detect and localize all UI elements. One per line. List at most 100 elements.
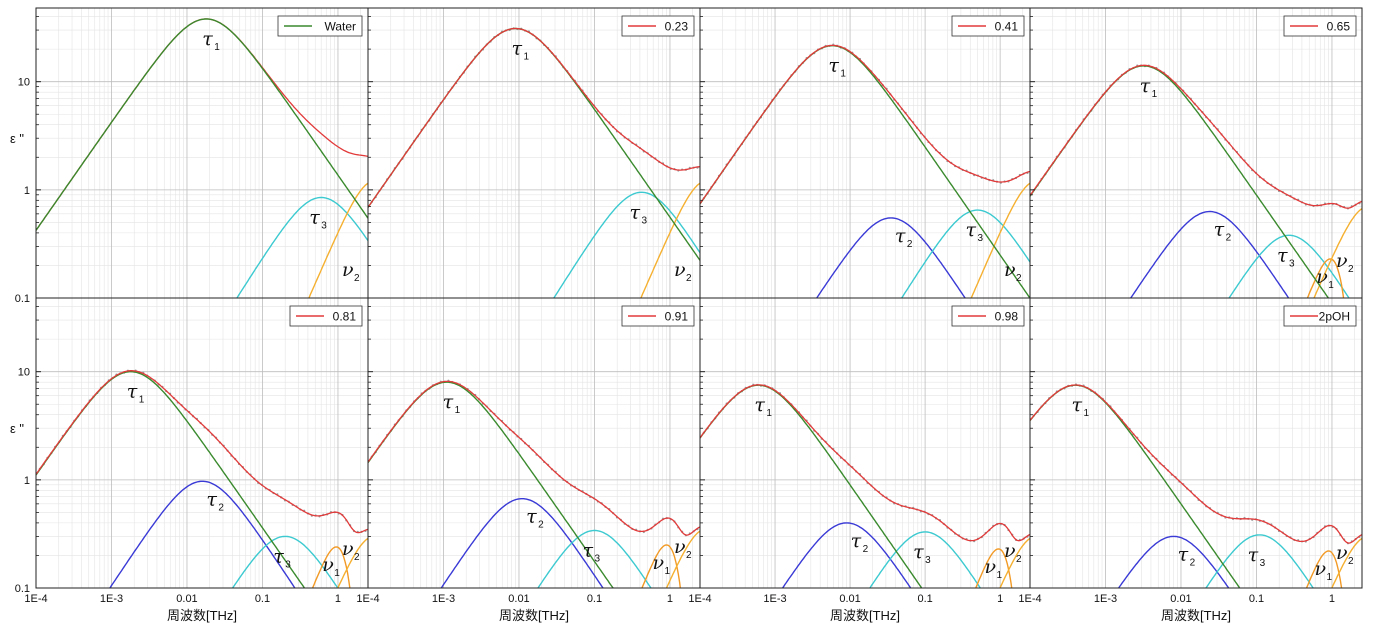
tau1-label: τ [512, 38, 523, 60]
panel-7: 0.98τ 1τ 2 τ 3 ν 1ν 2 [699, 297, 1031, 589]
x-axis-label: 周波数[THz] [499, 608, 569, 623]
curves [36, 18, 368, 298]
tau2-label: τ [1214, 219, 1225, 241]
legend: 0.23 [621, 15, 695, 37]
legend-label: 0.23 [665, 20, 689, 34]
nu2-label: ν [1336, 542, 1348, 564]
nu2-label-subscript: 2 [354, 273, 360, 284]
nu2-label: ν [1336, 250, 1348, 272]
tau2-curve [1129, 210, 1290, 298]
tau1-label-subscript: 1 [1083, 408, 1089, 419]
curves [1030, 64, 1362, 298]
nu1-label: ν [653, 552, 665, 574]
panel-6: 0.91τ 1τ 2τ 3 ν 1ν 2 [367, 297, 701, 589]
tau3-label: τ [913, 541, 924, 563]
tau3-curve [869, 531, 982, 588]
panel-4: 0.65τ 1τ 2τ 3ν 1ν 2 [1029, 7, 1363, 299]
legend-label: Water [324, 20, 356, 34]
x-tick-label: 1 [335, 593, 341, 605]
curves [368, 27, 700, 298]
x-axis-label: 周波数[THz] [830, 608, 900, 623]
nu2-label: ν [342, 538, 354, 560]
tau2-curve [781, 522, 912, 588]
plot-area [36, 8, 368, 298]
x-tick-label: 0.1 [1249, 593, 1264, 605]
y-tick-label: 0.1 [15, 583, 30, 595]
tau2-curve [1117, 535, 1230, 588]
curves [700, 383, 1030, 588]
tau3-curve [231, 535, 339, 588]
legend-box [621, 15, 695, 37]
tau2-label: τ [1178, 543, 1189, 565]
x-tick-label: 1E-4 [688, 593, 711, 605]
nu2-curve [640, 182, 700, 298]
nu1-label-subscript: 1 [334, 568, 340, 579]
legend-box [951, 15, 1025, 37]
x-tick-label: 1E-3 [1094, 593, 1117, 605]
panel-5: 0.81τ 1τ 2τ 3 ν 1ν 2 [35, 297, 369, 589]
tau3-label-subscript: 3 [285, 559, 291, 570]
tau1-label: τ [1140, 75, 1151, 97]
nu2-curve [308, 182, 368, 298]
x-tick-label: 0.01 [508, 593, 529, 605]
tau1-label: τ [754, 394, 765, 416]
tau1-label-subscript: 1 [840, 69, 846, 80]
legend: 0.81 [289, 305, 363, 327]
tau3-label-subscript: 3 [321, 220, 327, 231]
legend-label: 0.65 [1327, 20, 1351, 34]
legend-box [951, 305, 1025, 327]
tau1-label-subscript: 1 [139, 395, 145, 406]
y-tick-label: 1 [24, 475, 30, 487]
legend-label: 0.41 [995, 20, 1019, 34]
tau1-label-subscript: 1 [766, 408, 772, 419]
legend: Water [277, 15, 363, 37]
tau3-label-subscript: 3 [1289, 258, 1295, 269]
tau1-label-subscript: 1 [1152, 89, 1158, 100]
legend-box [1283, 15, 1357, 37]
x-tick-label: 1E-3 [763, 593, 786, 605]
tau3-curve [1228, 234, 1350, 298]
legend: 0.91 [621, 305, 695, 327]
nu2-label: ν [674, 259, 686, 281]
x-tick-label: 0.1 [917, 593, 932, 605]
nu1-label: ν [322, 554, 334, 576]
x-axis-label: 周波数[THz] [1161, 608, 1231, 623]
tau1-label: τ [1071, 394, 1082, 416]
legend-box [1283, 305, 1357, 327]
x-tick-label: 1E-4 [356, 593, 379, 605]
nu2-label-subscript: 2 [686, 273, 692, 284]
legend-label: 2pOH [1319, 310, 1350, 324]
tau2-label-subscript: 2 [538, 520, 544, 531]
tau1-label: τ [828, 55, 839, 77]
nu2-label: ν [674, 536, 686, 558]
tau1-label: τ [127, 381, 138, 403]
legend-label: 0.91 [665, 310, 689, 324]
nu1-label-subscript: 1 [665, 566, 671, 577]
tau2-label: τ [526, 506, 537, 528]
nu2-label-subscript: 2 [354, 552, 360, 563]
legend: 0.41 [951, 15, 1025, 37]
nu1-label-subscript: 1 [1328, 280, 1334, 291]
legend-label: 0.81 [333, 310, 357, 324]
x-tick-label: 1 [1329, 593, 1335, 605]
nu2-label-subscript: 2 [1016, 273, 1022, 284]
total-fit-curve [1030, 384, 1362, 544]
tau3-curve [537, 529, 652, 588]
nu1-label: ν [1316, 266, 1328, 288]
plot-area [1030, 298, 1362, 588]
x-tick-label: 1E-3 [432, 593, 455, 605]
curves [36, 369, 368, 588]
tau3-label-subscript: 3 [978, 233, 984, 244]
tau3-label-subscript: 3 [1260, 558, 1266, 569]
x-tick-label: 0.1 [587, 593, 602, 605]
y-axis-label: ε " [10, 131, 24, 146]
y-tick-label: 10 [18, 77, 30, 89]
x-tick-label: 1 [997, 593, 1003, 605]
x-tick-label: 1E-4 [24, 593, 47, 605]
nu2-label-subscript: 2 [1348, 556, 1354, 567]
x-tick-label: 1E-3 [100, 593, 123, 605]
tau1-label: τ [202, 28, 213, 50]
y-tick-label: 10 [18, 367, 30, 379]
tau1-label-subscript: 1 [455, 405, 461, 416]
